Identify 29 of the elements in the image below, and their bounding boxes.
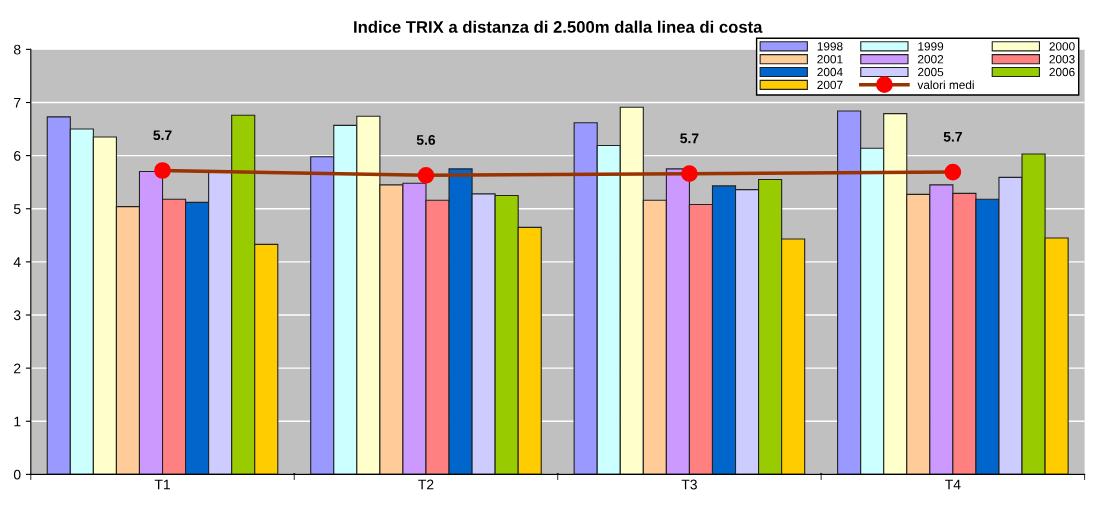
- legend-label: 2002: [918, 55, 944, 64]
- x-tick-label: T1: [154, 479, 170, 490]
- chart-title: Indice TRIX a distanza di 2.500m dalla linea di costa: [354, 20, 763, 33]
- data-label: 5.7: [943, 131, 962, 142]
- y-tick-label: 3: [13, 310, 21, 321]
- legend-label: 2000: [1049, 42, 1075, 51]
- data-label: 5.6: [416, 135, 436, 145]
- legend-label: valori medi: [917, 80, 974, 90]
- x-tick-label: T3: [681, 479, 697, 490]
- x-tick-label: T4: [945, 479, 961, 490]
- y-tick-label: 2: [14, 363, 21, 374]
- legend-label: 2001: [817, 55, 843, 64]
- data-label: 5.7: [153, 130, 172, 141]
- legend-label: 2005: [918, 67, 944, 77]
- data-label: 5.7: [680, 133, 699, 144]
- legend-label: 1998: [817, 42, 843, 51]
- y-tick-label: 4: [13, 257, 21, 267]
- y-tick-label: 1: [14, 416, 21, 427]
- y-tick-label: 0: [13, 469, 21, 480]
- y-tick-label: 8: [13, 44, 21, 55]
- legend-label: 2007: [817, 80, 843, 90]
- legend-label: 1999: [918, 42, 944, 51]
- legend-label: 2006: [1049, 67, 1075, 77]
- legend-label: 2004: [817, 67, 843, 77]
- y-tick-label: 5: [13, 204, 21, 214]
- x-tick-label: T2: [418, 479, 434, 490]
- y-tick-label: 7: [14, 97, 21, 108]
- y-tick-label: 6: [14, 150, 21, 161]
- legend-label: 2003: [1049, 55, 1075, 64]
